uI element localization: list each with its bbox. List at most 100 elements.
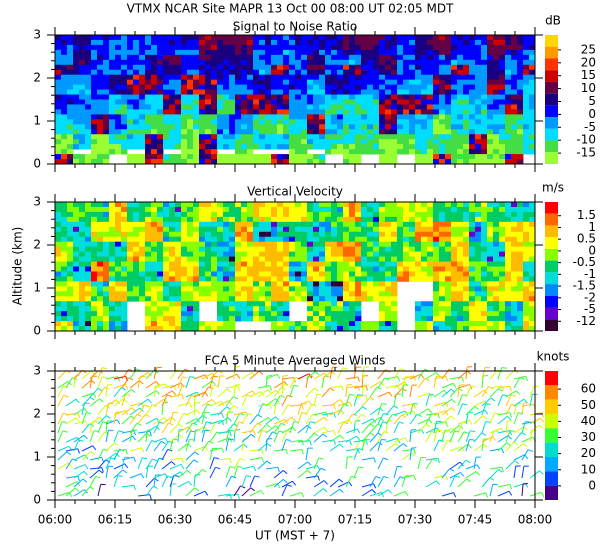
field-cell xyxy=(211,134,218,140)
field-cell xyxy=(475,134,482,140)
wind-barb xyxy=(192,422,198,426)
field-cell xyxy=(313,94,320,100)
field-cell xyxy=(67,256,74,262)
field-cell xyxy=(217,221,224,228)
field-cell xyxy=(499,281,506,287)
field-cell xyxy=(295,79,302,86)
wind-barb xyxy=(356,435,361,441)
field-cell xyxy=(409,261,416,267)
field-cell xyxy=(103,134,110,140)
field-cell xyxy=(307,69,314,76)
field-cell xyxy=(499,124,506,130)
field-cell xyxy=(157,256,164,262)
field-cell xyxy=(157,291,164,297)
field-cell xyxy=(367,129,374,135)
field-cell xyxy=(181,246,188,253)
field-cell xyxy=(145,39,152,46)
field-cell xyxy=(295,99,302,105)
field-cell xyxy=(379,35,386,41)
field-cell xyxy=(481,276,488,282)
field-cell xyxy=(193,241,200,248)
field-cell xyxy=(235,114,242,120)
field-cell xyxy=(205,206,212,213)
field-cell xyxy=(439,296,446,302)
field-cell xyxy=(271,261,278,267)
field-cell xyxy=(391,241,398,248)
wind-barb xyxy=(81,379,92,389)
field-cell xyxy=(427,216,434,223)
field-cell xyxy=(199,236,206,243)
field-cell xyxy=(241,256,248,262)
field-cell xyxy=(79,144,86,150)
field-cell xyxy=(151,149,158,155)
field-cell xyxy=(313,134,320,140)
field-cell xyxy=(481,149,488,155)
field-cell xyxy=(487,49,494,56)
field-cell xyxy=(523,39,530,46)
field-cell xyxy=(493,281,500,287)
field-cell xyxy=(505,79,512,86)
field-cell xyxy=(91,221,98,228)
field-cell xyxy=(385,59,392,66)
field-cell xyxy=(277,39,284,46)
field-cell xyxy=(67,226,74,233)
field-cell xyxy=(523,241,530,248)
field-cell xyxy=(139,59,146,66)
wind-barb xyxy=(241,394,248,407)
field-cell xyxy=(193,226,200,233)
wind-barb xyxy=(208,440,214,444)
wind-barb xyxy=(161,394,168,407)
field-cell xyxy=(445,84,452,90)
wind-barb xyxy=(144,404,150,408)
field-cell xyxy=(511,281,518,287)
field-cell xyxy=(217,306,224,312)
field-cell xyxy=(319,251,326,257)
field-cell xyxy=(403,231,410,238)
field-cell xyxy=(115,202,122,208)
field-cell xyxy=(433,221,440,228)
field-cell xyxy=(505,266,512,272)
field-cell xyxy=(79,35,86,41)
field-cell xyxy=(457,296,464,302)
wind-barb xyxy=(217,406,228,416)
field-cell xyxy=(187,256,194,262)
field-cell xyxy=(313,316,320,322)
field-cell xyxy=(139,84,146,90)
field-cell xyxy=(457,109,464,115)
field-cell xyxy=(517,114,524,120)
field-cell xyxy=(199,64,206,71)
field-cell xyxy=(145,129,152,135)
wind-barb xyxy=(365,385,369,391)
field-cell xyxy=(385,99,392,105)
wind-barb xyxy=(185,391,198,398)
field-cell xyxy=(379,281,386,287)
field-cell xyxy=(349,149,356,155)
field-cell xyxy=(295,326,302,332)
field-cell xyxy=(139,211,146,218)
field-cell xyxy=(199,241,206,248)
field-cell xyxy=(349,226,356,233)
field-cell xyxy=(391,211,398,218)
field-cell xyxy=(181,271,188,277)
field-cell xyxy=(139,35,146,41)
field-cell xyxy=(217,154,224,160)
field-cell xyxy=(109,114,116,120)
wind-barb xyxy=(169,471,181,479)
field-cell xyxy=(211,326,218,332)
field-cell xyxy=(343,231,350,238)
field-cell xyxy=(523,139,530,145)
field-cell xyxy=(415,216,422,223)
field-cell xyxy=(523,276,530,282)
field-cell xyxy=(451,119,458,125)
wind-barb xyxy=(329,385,342,389)
field-cell xyxy=(259,64,266,71)
field-cell xyxy=(247,69,254,76)
field-cell xyxy=(313,35,320,41)
field-cell xyxy=(277,321,284,327)
field-cell xyxy=(199,144,206,150)
field-cell xyxy=(91,139,98,145)
field-cell xyxy=(301,291,308,297)
field-cell xyxy=(499,114,506,120)
field-cell xyxy=(505,54,512,61)
field-cell xyxy=(211,241,218,248)
